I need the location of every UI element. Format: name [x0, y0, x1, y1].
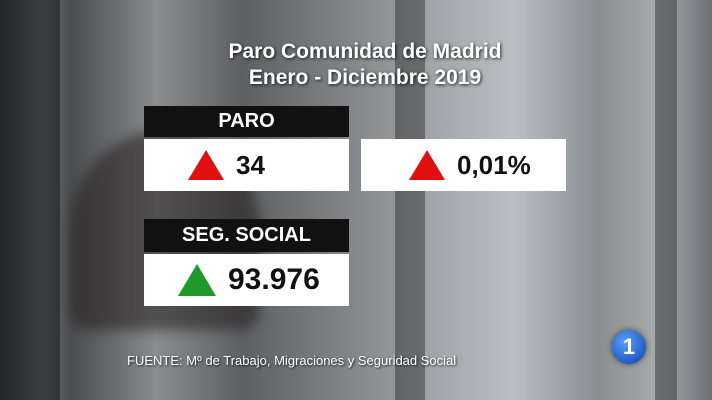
seg-social-value-box: 93.976: [144, 254, 349, 306]
up-arrow: [409, 150, 445, 180]
title-line: Paro Comunidad de Madrid: [228, 40, 502, 63]
paro-value: 34: [236, 149, 265, 180]
paro-label: PARO: [144, 106, 349, 137]
background-window: [0, 0, 60, 400]
seg-social-value: 93.976: [228, 263, 320, 296]
paro-percent-box: 0,01%: [361, 139, 566, 191]
background-window: [395, 0, 425, 400]
paro-percent: 0,01%: [457, 149, 531, 180]
paro-value-box: 34: [144, 139, 349, 191]
background-window: [655, 0, 677, 400]
source-note: FUENTE: Mº de Trabajo, Migraciones y Seg…: [127, 353, 457, 368]
up-arrow: [178, 264, 216, 296]
seg-social-label: SEG. SOCIAL: [144, 219, 349, 252]
channel-logo: 1: [612, 330, 646, 364]
title-line: Enero - Diciembre 2019: [248, 66, 482, 89]
up-arrow: [188, 150, 224, 180]
